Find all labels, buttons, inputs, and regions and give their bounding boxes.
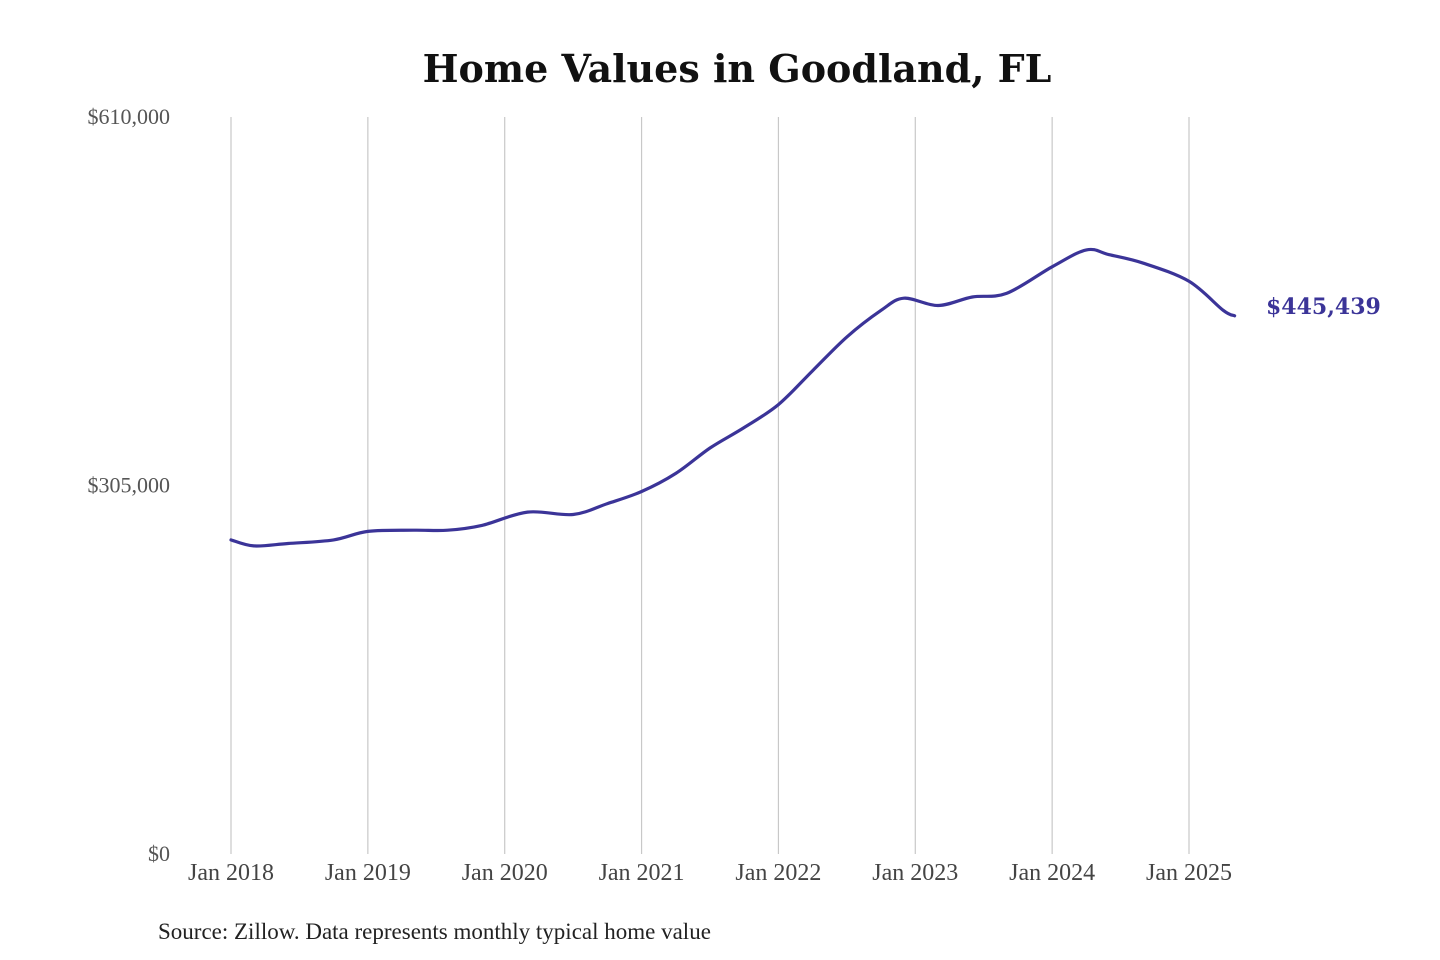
x-tick-jan-2025: Jan 2025 (1146, 860, 1232, 886)
x-tick-jan-2020: Jan 2020 (462, 860, 548, 886)
x-axis-ticks: Jan 2018 Jan 2019 Jan 2020 Jan 2021 Jan 2022… (188, 860, 1232, 886)
source-note: Source: Zillow. Data represents monthly … (158, 919, 711, 944)
gridlines (230, 117, 1190, 854)
x-tick-jan-2019: Jan 2019 (325, 860, 411, 886)
x-tick-jan-2018: Jan 2018 (188, 860, 274, 886)
home-value-line (229, 247, 1237, 548)
y-axis-ticks: $0 $305,000 $610,000 (88, 104, 171, 866)
y-tick-305-000: $305,000 (88, 473, 171, 498)
series-layer (229, 247, 1237, 548)
y-tick-610-000: $610,000 (88, 104, 171, 129)
y-tick-0: $0 (148, 841, 170, 866)
x-tick-jan-2024: Jan 2024 (1009, 860, 1095, 886)
chart-title: Home Values in Goodland, FL (423, 46, 1052, 91)
x-tick-jan-2022: Jan 2022 (735, 860, 821, 886)
x-tick-jan-2021: Jan 2021 (599, 860, 685, 886)
end-value-label: $445,439 (1266, 294, 1381, 320)
x-tick-jan-2023: Jan 2023 (872, 860, 958, 886)
